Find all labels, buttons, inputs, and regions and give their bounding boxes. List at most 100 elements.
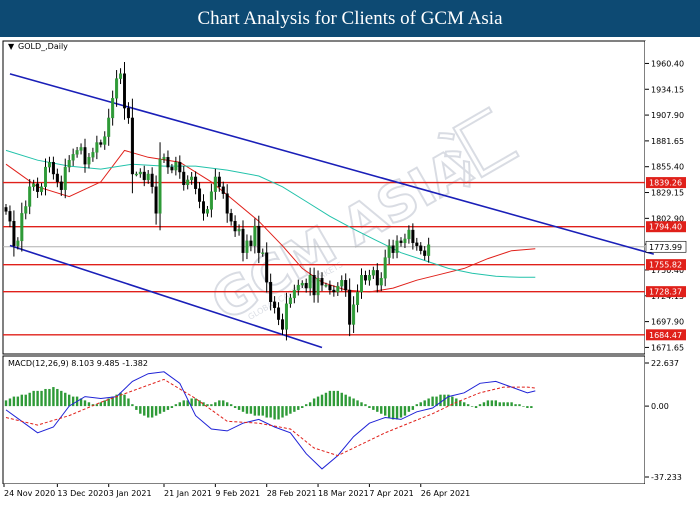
macd-histogram-bar: [419, 402, 422, 407]
macd-histogram-bar: [277, 406, 280, 420]
candle: [277, 307, 281, 320]
macd-histogram-bar: [241, 406, 245, 412]
candle: [233, 220, 237, 232]
candle: [122, 73, 126, 109]
macd-histogram-bar: [111, 396, 114, 407]
price-axis-label: 1829.15: [651, 189, 684, 198]
candle: [201, 201, 205, 214]
macd-histogram-bar: [301, 406, 304, 409]
macd-histogram-bar: [16, 396, 20, 407]
macd-histogram-bar: [237, 406, 241, 410]
macd-histogram-bar: [470, 406, 474, 407]
candle: [12, 220, 16, 246]
last-price-tag-label: 1773.99: [649, 243, 682, 252]
macd-histogram-bar: [372, 406, 375, 410]
candle: [221, 186, 225, 194]
macd-histogram-bar: [206, 404, 209, 407]
macd-histogram-bar: [340, 392, 343, 407]
macd-histogram-bar: [174, 404, 178, 407]
candle: [288, 297, 292, 305]
macd-histogram-bar: [297, 406, 300, 410]
macd-histogram-bar: [182, 400, 185, 407]
macd-histogram-bar: [387, 406, 391, 418]
time-axis-label: 21 Jan 2021: [164, 489, 212, 498]
candle: [28, 186, 32, 207]
macd-histogram-bar: [202, 402, 205, 407]
candle: [142, 171, 146, 181]
macd-histogram-bar: [222, 400, 225, 407]
candle: [198, 188, 202, 202]
macd-histogram-bar: [269, 406, 272, 418]
candle: [166, 157, 170, 168]
macd-histogram-bar: [95, 404, 99, 407]
symbol-label-icon: ▼: [8, 42, 15, 51]
candle: [36, 183, 40, 192]
candle: [363, 275, 367, 281]
candle: [178, 161, 182, 173]
macd-histogram-bar: [115, 394, 118, 407]
macd-histogram-bar: [466, 404, 470, 407]
macd-histogram-bar: [332, 390, 336, 407]
macd-histogram-bar: [218, 400, 221, 407]
macd-histogram-bar: [384, 406, 387, 416]
level-tag-label: 1755.82: [649, 261, 682, 270]
gold-daily-chart: GCM ASIA GLOBAL CAPITAL MARKETS 汇 ▼ GOLD…: [0, 40, 700, 500]
macd-histogram-bar: [99, 402, 102, 407]
macd-histogram-bar: [150, 406, 154, 418]
level-tag-label: 1794.40: [649, 223, 682, 232]
macd-histogram-bar: [498, 402, 501, 407]
macd-histogram-bar: [56, 388, 59, 407]
candle: [138, 171, 142, 175]
macd-histogram-bar: [376, 406, 379, 412]
macd-histogram-bar: [273, 406, 276, 420]
candle: [308, 275, 312, 289]
macd-histogram-bar: [83, 400, 87, 407]
macd-histogram-bar: [257, 406, 260, 416]
macd-histogram-bar: [44, 388, 47, 407]
page-title: Chart Analysis for Clients of GCM Asia: [0, 0, 700, 37]
macd-title: MACD(12,26,9) 8.103 9.485 -1.382: [8, 359, 148, 368]
candle: [399, 240, 403, 244]
macd-histogram-bar: [289, 406, 292, 414]
macd-histogram-bar: [68, 394, 71, 407]
macd-histogram-bar: [344, 394, 347, 407]
candle: [292, 289, 296, 299]
time-axis-label: 9 Feb 2021: [215, 489, 260, 498]
candle: [328, 284, 332, 291]
macd-histogram-bar: [336, 390, 339, 407]
macd-histogram-bar: [143, 406, 146, 416]
candle: [407, 229, 411, 240]
candle: [348, 289, 352, 325]
macd-histogram-bar: [490, 400, 494, 407]
macd-histogram-bar: [435, 396, 438, 407]
price-axis-label: 1855.40: [651, 163, 684, 172]
candle: [375, 270, 379, 286]
macd-histogram-bar: [281, 406, 284, 418]
macd-histogram-bar: [320, 394, 324, 407]
candle: [257, 225, 261, 253]
macd-histogram-bar: [391, 406, 395, 420]
macd-histogram-bar: [8, 398, 12, 407]
candle: [91, 152, 95, 158]
macd-histogram-bar: [514, 404, 517, 407]
candle: [237, 228, 241, 232]
red-ma-line: [5, 149, 536, 293]
price-axis-label: 1907.90: [651, 111, 684, 120]
green-ma-line: [5, 149, 536, 278]
price-axis-label: 1960.40: [651, 59, 684, 68]
level-tag-label: 1839.26: [649, 179, 682, 188]
macd-histogram-bar: [518, 404, 521, 407]
candle: [387, 245, 391, 258]
candle: [383, 257, 387, 279]
macd-histogram-bar: [249, 406, 253, 414]
candle: [340, 280, 344, 287]
macd-histogram-bar: [166, 406, 170, 410]
macd-histogram-bar: [170, 406, 174, 409]
price-axis-label: 1802.90: [651, 214, 684, 223]
time-axis-label: 26 Apr 2021: [421, 489, 470, 498]
candle: [352, 304, 356, 325]
chart-frame: GCM ASIA GLOBAL CAPITAL MARKETS 汇 ▼ GOLD…: [0, 37, 700, 500]
macd-histogram-bar: [214, 402, 217, 407]
macd-histogram-bar: [312, 398, 316, 407]
macd-histogram-bar: [107, 398, 110, 407]
